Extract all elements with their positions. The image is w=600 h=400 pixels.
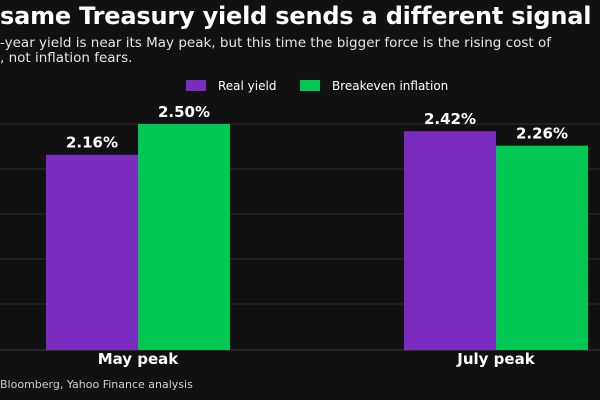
category-label-1: May peak [98,350,180,368]
bar-2-2 [496,145,588,350]
bar-2-1 [404,131,496,350]
data-label-1-1: 2.16% [66,134,118,152]
legend-label-2: Breakeven inflation [332,79,448,93]
chart-subtitle: -year yield is near its May peak, but th… [0,36,600,66]
subtitle-line-2: , not inflation fears. [0,50,133,66]
chart-source: Bloomberg, Yahoo Finance analysis [0,378,193,391]
legend-swatch-1 [186,80,206,91]
subtitle-line-1: -year yield is near its May peak, but th… [0,35,551,51]
category-label-2: July peak [456,350,535,368]
chart-title: same Treasury yield sends a different si… [0,2,592,30]
legend-label-1: Real yield [218,79,276,93]
legend-swatch-2 [300,80,320,91]
bar-1-2 [138,124,230,350]
data-label-2-2: 2.26% [516,125,568,143]
data-label-1-2: 2.50% [158,103,210,121]
bar-1-1 [46,154,138,350]
data-label-2-1: 2.42% [424,110,476,128]
